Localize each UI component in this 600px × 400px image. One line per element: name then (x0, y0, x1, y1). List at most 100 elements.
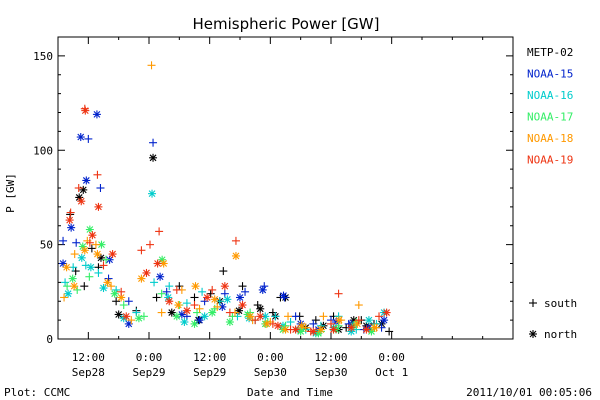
point-south (63, 282, 72, 291)
point-north (210, 295, 219, 304)
x-tick-time: 0:00 (136, 351, 163, 364)
point-north (182, 306, 191, 315)
point-south (219, 267, 228, 276)
point-north (86, 263, 95, 272)
point-south (102, 255, 111, 264)
point-north (114, 310, 123, 319)
point-north (76, 133, 85, 142)
point-north (225, 318, 234, 327)
legend-entry: METP-02 (527, 46, 573, 59)
footer-timestamp: 2011/10/01 00:05:06 (466, 386, 592, 399)
axes: 0 50 100 150 12:00 Sep28 0:00 Sep29 12:00 Sep29 0:… (33, 36, 514, 379)
point-south (157, 289, 166, 298)
point-south (85, 272, 94, 281)
point-south (91, 240, 100, 249)
y-tick-label: 50 (40, 239, 53, 252)
point-south (94, 268, 103, 277)
y-tick-label: 100 (33, 144, 53, 157)
point-south (157, 308, 166, 317)
legend: METP-02 NOAA-15 NOAA-16 NOAA-17 NOAA-18 NOAA-… (527, 46, 577, 341)
point-north (200, 312, 209, 321)
point-south (190, 301, 199, 310)
point-south (137, 246, 146, 255)
point-south (225, 308, 234, 317)
point-north (370, 323, 379, 332)
series-metp-02 (66, 153, 394, 336)
point-north (273, 321, 282, 330)
x-tick-time: 0:00 (257, 351, 284, 364)
point-north (85, 225, 94, 234)
point-north (79, 185, 88, 194)
point-north (108, 250, 117, 259)
point-north (65, 216, 74, 225)
x-tick-date: Sep29 (132, 366, 165, 379)
point-south (213, 302, 222, 311)
x-tick-time: 12:00 (314, 351, 347, 364)
point-south (72, 238, 81, 247)
point-north (167, 308, 176, 317)
point-north (180, 318, 189, 327)
point-south (84, 134, 93, 143)
point-north (93, 250, 102, 259)
point-north (246, 312, 255, 321)
point-north (99, 284, 108, 293)
point-south (99, 261, 108, 270)
point-south (198, 287, 207, 296)
point-south (334, 289, 343, 298)
point-north (309, 327, 318, 336)
point-south (74, 184, 83, 192)
series-noaa-16 (61, 189, 389, 338)
footer-plot-source: Plot: CCMC (4, 386, 70, 399)
legend-marker-south (529, 299, 537, 307)
point-south (241, 287, 250, 296)
point-north (94, 202, 103, 211)
point-north (70, 282, 79, 291)
point-south (149, 138, 158, 147)
point-north (191, 282, 200, 291)
point-south (147, 61, 156, 70)
point-north (110, 289, 119, 298)
point-north (88, 231, 97, 240)
point-north (149, 153, 158, 162)
point-north (231, 251, 240, 260)
point-north (68, 274, 77, 283)
point-north (236, 293, 244, 302)
point-north (174, 301, 183, 310)
point-north (256, 304, 265, 313)
x-tick-date: Oct 1 (375, 366, 408, 379)
point-south (152, 293, 161, 302)
y-tick-label: 0 (46, 333, 53, 346)
point-north (258, 285, 267, 294)
point-north (316, 325, 325, 334)
point-south (206, 289, 215, 298)
point-south (309, 319, 318, 328)
point-north (279, 291, 288, 300)
legend-entry: NOAA-17 (527, 111, 573, 124)
point-south (251, 316, 260, 325)
point-north (153, 259, 162, 268)
point-north (220, 282, 229, 291)
point-north (380, 316, 389, 325)
point-north (159, 259, 168, 268)
point-south (208, 285, 217, 294)
point-north (329, 325, 338, 334)
legend-marker-label: north (544, 328, 577, 341)
point-north (75, 193, 84, 202)
point-south (286, 318, 295, 327)
point-south (66, 208, 75, 217)
point-north (64, 289, 73, 298)
point-north (81, 106, 90, 115)
legend-entry: NOAA-19 (527, 154, 573, 167)
point-north (103, 278, 112, 287)
point-north (208, 308, 217, 317)
point-north (382, 308, 391, 317)
point-north (195, 316, 204, 325)
legend-marker-label: south (544, 297, 577, 310)
point-north (92, 110, 101, 119)
point-north (347, 323, 356, 332)
point-north (234, 306, 243, 315)
point-south (59, 236, 68, 245)
point-north (82, 176, 91, 185)
x-tick-date: Sep30 (314, 366, 347, 379)
